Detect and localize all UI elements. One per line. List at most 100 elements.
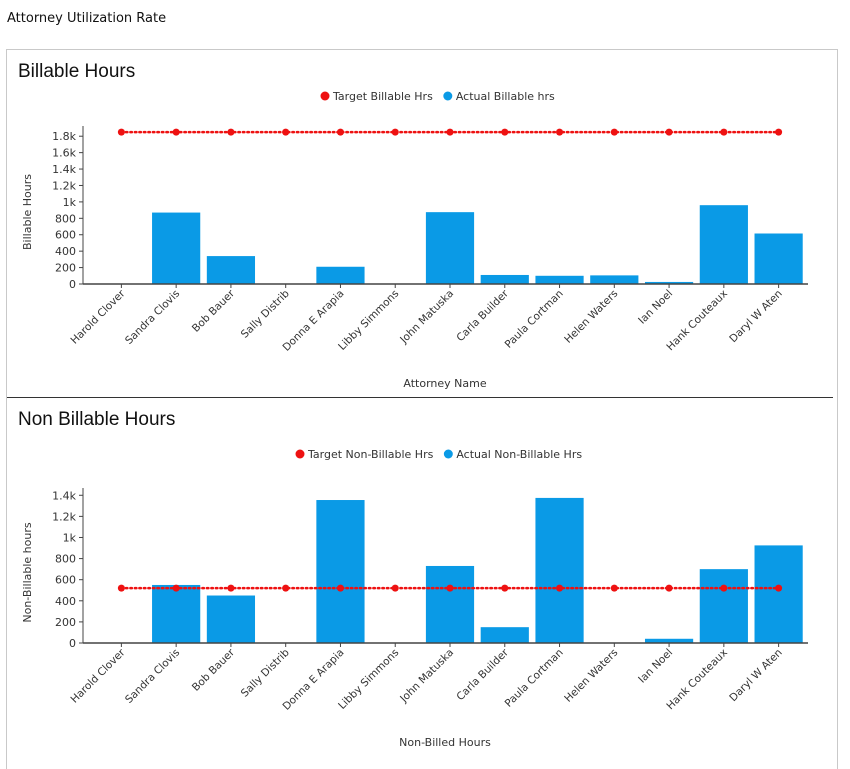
target-point <box>117 584 125 592</box>
x-axis-title: Attorney Name <box>403 377 486 390</box>
x-tick-label: Paula Cortman <box>503 288 566 351</box>
x-tick-label: Harold Clover <box>69 287 128 346</box>
x-tick-label: John Matuska <box>397 288 456 347</box>
target-point <box>720 584 728 592</box>
x-tick-label: Hank Couteaux <box>664 288 730 354</box>
target-point <box>556 128 564 136</box>
bar-ian-noel <box>644 281 694 284</box>
x-tick-label: Bob Bauer <box>190 646 238 694</box>
target-point <box>665 128 673 136</box>
y-tick-label: 800 <box>55 212 76 225</box>
target-point <box>610 128 618 136</box>
legend-target-label: Target Billable Hrs <box>332 90 433 103</box>
target-point <box>665 584 673 592</box>
x-tick-label: Carla Builder <box>454 646 511 703</box>
x-tick-label: John Matuska <box>397 647 456 706</box>
y-tick-label: 1k <box>63 531 77 544</box>
y-tick-label: 400 <box>55 595 76 608</box>
x-tick-label: Sally Distrib <box>239 287 292 340</box>
y-tick-label: 0 <box>69 278 76 291</box>
target-point <box>391 584 399 592</box>
bar-daryl-w-aten <box>754 233 803 284</box>
target-point <box>227 584 235 592</box>
target-point <box>282 584 290 592</box>
legend-actual-marker <box>443 91 453 101</box>
x-tick-label: Sandra Clovis <box>123 288 182 347</box>
target-point <box>172 128 180 136</box>
y-tick-label: 1.4k <box>52 489 76 502</box>
bar-john-matuska <box>425 212 475 284</box>
target-point <box>117 128 125 136</box>
y-tick-label: 1.8k <box>52 130 76 143</box>
target-point <box>501 128 509 136</box>
bar-sandra-clovis <box>152 212 201 284</box>
billable-hours-chart: Target Billable Hrs Actual Billable hrs 0 2… <box>21 90 808 390</box>
x-tick-label: Sally Distrib <box>239 646 292 699</box>
x-tick-label: Helen Waters <box>562 288 620 346</box>
x-tick-label: Harold Clover <box>69 646 128 705</box>
bar-john-matuska <box>425 565 475 643</box>
target-point <box>610 584 618 592</box>
bar-sandra-clovis <box>152 584 201 643</box>
bar-bob-bauer <box>206 256 256 284</box>
y-tick-label: 1.4k <box>52 163 76 176</box>
x-tick-label: Sandra Clovis <box>123 647 182 706</box>
target-point <box>446 128 454 136</box>
x-tick-label: Daryl W Aten <box>727 288 784 345</box>
target-point <box>446 584 454 592</box>
x-tick-label: Ian Noel <box>636 647 675 686</box>
x-tick-label: Libby Simmons <box>336 647 401 712</box>
non-billable-hours-chart: Target Non-Billable Hrs Actual Non-Billab… <box>21 448 808 749</box>
bar-helen-waters <box>590 275 639 284</box>
bar-hank-couteaux <box>699 569 748 643</box>
x-tick-label: Daryl W Aten <box>727 647 784 704</box>
chart-divider <box>7 397 833 398</box>
bar-hank-couteaux <box>699 205 748 284</box>
legend-target-marker <box>295 449 305 459</box>
charts-panel <box>6 49 838 769</box>
target-point <box>775 584 783 592</box>
y-tick-label: 1.6k <box>52 147 76 160</box>
y-tick-label: 200 <box>55 616 76 629</box>
target-point <box>336 584 344 592</box>
y-axis-title: Non-Billable hours <box>21 522 34 622</box>
x-axis-title: Non-Billed Hours <box>399 736 491 749</box>
target-point <box>282 128 290 136</box>
billable-chart-title: Billable Hours <box>18 61 136 82</box>
y-tick-label: 600 <box>55 229 76 242</box>
bar-donna-e-arapia <box>316 500 365 643</box>
bar-paula-cortman <box>535 275 584 284</box>
y-tick-label: 1.2k <box>52 510 76 523</box>
bar-carla-builder <box>480 274 529 284</box>
legend-target-marker <box>320 91 330 101</box>
y-tick-label: 0 <box>69 637 76 650</box>
non-billable-chart-title: Non Billable Hours <box>18 409 176 430</box>
bar-donna-e-arapia <box>316 266 365 284</box>
bar-carla-builder <box>480 627 529 643</box>
legend-target-label: Target Non-Billable Hrs <box>307 448 434 461</box>
x-tick-label: Libby Simmons <box>336 288 401 353</box>
x-tick-label: Ian Noel <box>636 288 675 327</box>
target-point <box>775 128 783 136</box>
legend-actual-marker <box>443 449 453 459</box>
target-point <box>556 584 564 592</box>
target-point <box>336 128 344 136</box>
y-tick-label: 1.2k <box>52 179 76 192</box>
x-tick-label: Paula Cortman <box>503 647 566 710</box>
bar-bob-bauer <box>206 595 256 643</box>
bar-paula-cortman <box>535 497 584 643</box>
x-tick-label: Carla Builder <box>454 287 511 344</box>
y-tick-label: 600 <box>55 574 76 587</box>
bar-daryl-w-aten <box>754 545 803 643</box>
page-title: Attorney Utilization Rate <box>7 11 167 26</box>
target-point <box>501 584 509 592</box>
target-point <box>227 128 235 136</box>
y-tick-label: 800 <box>55 553 76 566</box>
x-tick-label: Hank Couteaux <box>664 647 730 713</box>
y-axis-title: Billable Hours <box>21 174 34 250</box>
target-point <box>172 584 180 592</box>
legend-actual-label: Actual Non-Billable Hrs <box>456 448 582 461</box>
target-point <box>391 128 399 136</box>
y-tick-label: 400 <box>55 245 76 258</box>
x-tick-label: Helen Waters <box>562 647 620 705</box>
